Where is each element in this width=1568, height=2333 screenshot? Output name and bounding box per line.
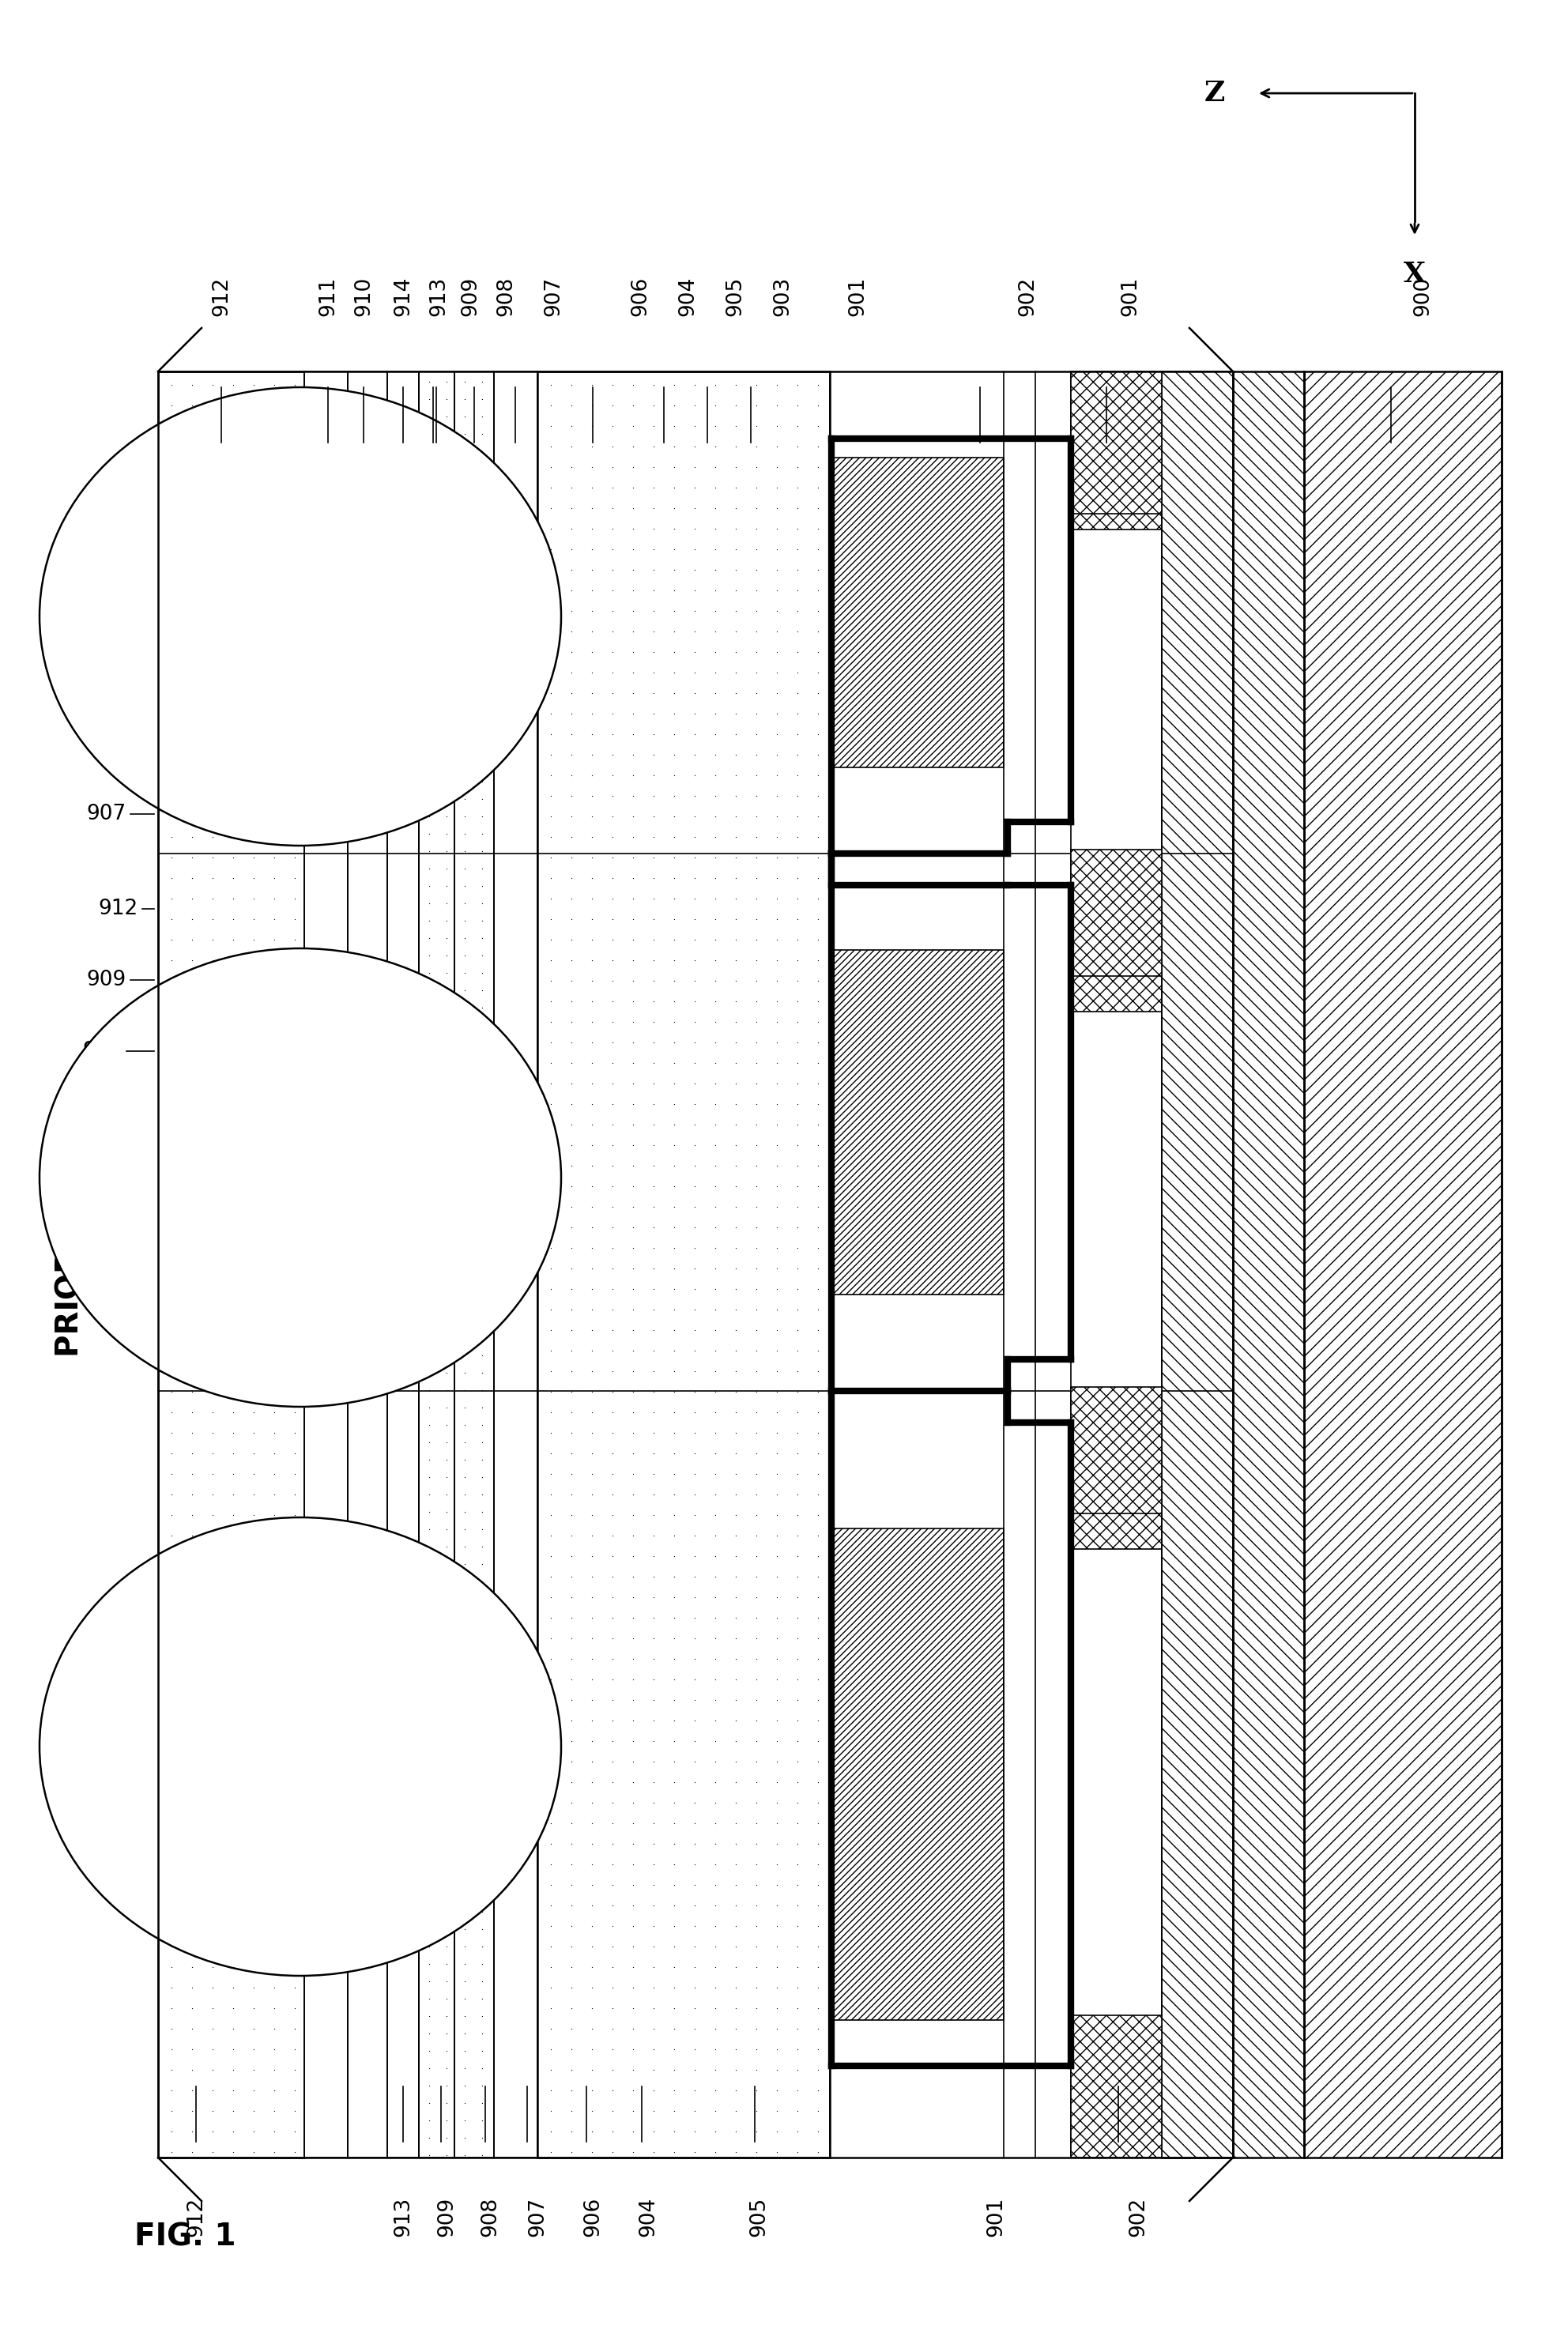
Bar [387, 371, 419, 2158]
Text: 911: 911 [318, 275, 339, 317]
Text: 901: 901 [1120, 275, 1140, 317]
Text: 908: 908 [495, 275, 516, 317]
Bar [1071, 1423, 1162, 1549]
Bar [494, 371, 538, 2158]
Text: 914: 914 [394, 275, 414, 317]
Ellipse shape [39, 387, 561, 845]
Bar [829, 950, 1004, 1295]
Bar [538, 371, 829, 2158]
Text: 902: 902 [1127, 2198, 1148, 2237]
Text: 912: 912 [212, 275, 232, 317]
Text: 901: 901 [847, 275, 867, 317]
Bar [455, 371, 494, 2158]
Text: 912: 912 [185, 2198, 207, 2237]
Bar [1071, 2016, 1162, 2158]
Bar [1071, 1388, 1162, 1514]
Bar [419, 371, 455, 2158]
Ellipse shape [39, 1516, 561, 1976]
Text: 905: 905 [724, 275, 745, 317]
Text: 908: 908 [83, 1041, 122, 1062]
Text: FIG. 1: FIG. 1 [135, 2221, 235, 2251]
Text: 901: 901 [986, 2198, 1007, 2237]
Text: 906: 906 [582, 2198, 604, 2237]
Text: 904: 904 [677, 275, 698, 317]
Text: 907: 907 [527, 2198, 547, 2237]
Bar [1071, 404, 1162, 530]
Bar [829, 457, 1004, 768]
Text: 903: 903 [771, 275, 793, 317]
Text: 900: 900 [1413, 275, 1433, 317]
Bar [1162, 371, 1232, 2158]
Bar [304, 371, 348, 2158]
Text: 905: 905 [748, 2198, 768, 2237]
Bar [1162, 371, 1232, 2158]
Bar [1305, 371, 1502, 2158]
Text: 907: 907 [86, 805, 127, 824]
Bar [158, 371, 304, 2158]
Text: 913: 913 [428, 275, 448, 317]
Text: 912: 912 [99, 898, 138, 919]
Text: PRIOR ART: PRIOR ART [55, 1171, 85, 1358]
Text: 909: 909 [436, 2198, 456, 2237]
Bar [348, 371, 387, 2158]
Text: 908: 908 [480, 2198, 500, 2237]
Bar [1071, 371, 1162, 513]
Bar [1071, 884, 1162, 1013]
Text: Z: Z [1204, 79, 1225, 107]
Ellipse shape [39, 950, 561, 1407]
Text: 902: 902 [1018, 275, 1038, 317]
Text: 910: 910 [353, 275, 373, 317]
Text: 909: 909 [459, 275, 480, 317]
Text: 913: 913 [394, 2198, 414, 2237]
Text: 909: 909 [86, 971, 127, 989]
Text: 906: 906 [630, 275, 651, 317]
Bar [1232, 371, 1305, 2158]
Text: 907: 907 [543, 275, 563, 317]
Bar [829, 1528, 1004, 2020]
Text: X: X [1403, 261, 1425, 287]
Text: 904: 904 [638, 2198, 659, 2237]
Bar [1071, 849, 1162, 975]
